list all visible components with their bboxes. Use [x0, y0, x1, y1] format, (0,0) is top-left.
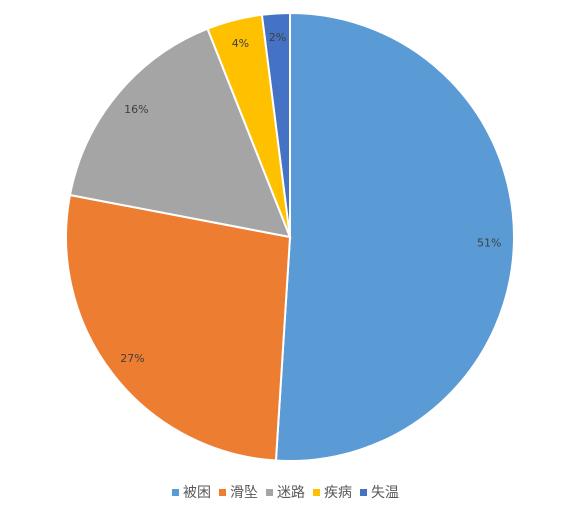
legend-label: 滑坠	[230, 484, 258, 501]
data-label: 4%	[232, 37, 249, 50]
pie-slice	[274, 11, 515, 462]
data-label: 16%	[124, 103, 148, 116]
pie-slice	[65, 193, 292, 462]
legend-swatch	[172, 489, 179, 496]
legend-swatch	[266, 489, 273, 496]
legend-label: 疾病	[324, 485, 352, 501]
data-label: 27%	[120, 352, 144, 365]
pie-slice	[260, 11, 291, 238]
legend-label: 被困	[183, 485, 211, 501]
legend-swatch	[313, 489, 320, 496]
legend-swatch	[360, 489, 367, 496]
legend-label: 迷路	[277, 485, 305, 501]
legend-swatch	[219, 489, 226, 496]
data-label: 51%	[477, 236, 501, 249]
data-label: 2%	[269, 31, 286, 44]
pie-slice	[68, 27, 292, 239]
legend-label: 失温	[371, 485, 399, 501]
